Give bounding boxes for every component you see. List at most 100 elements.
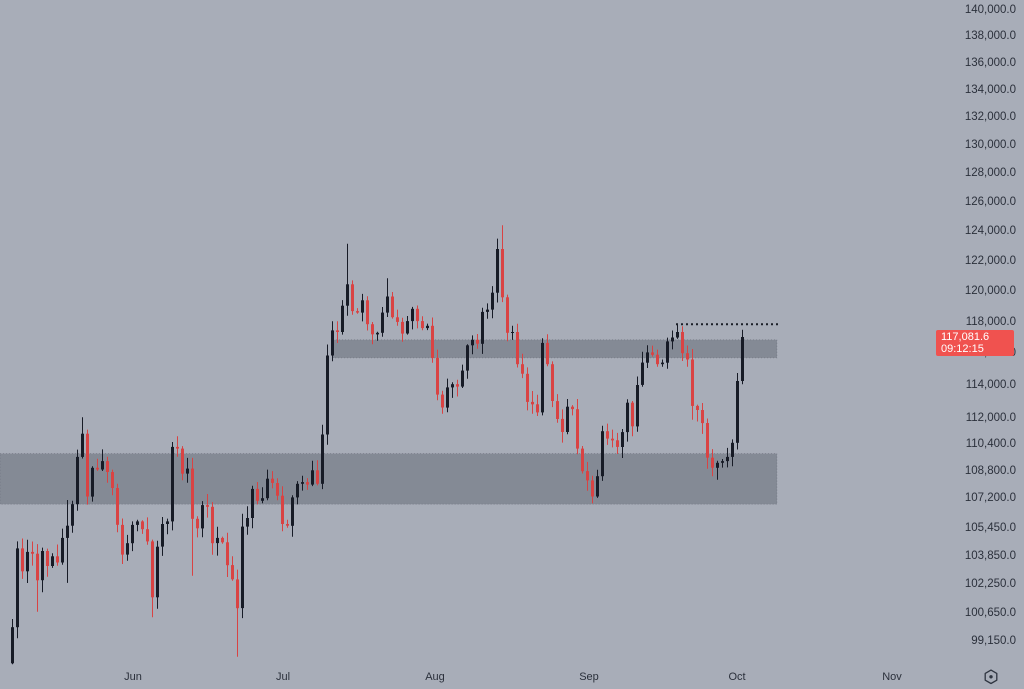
candle-up — [261, 498, 264, 501]
time-axis-label: Oct — [728, 671, 746, 683]
candle-up — [676, 332, 679, 338]
candle-down — [151, 541, 154, 598]
candle-up — [91, 467, 94, 497]
candle-up — [76, 456, 79, 505]
candle-down — [651, 352, 654, 355]
candle-up — [166, 521, 169, 524]
price-axis[interactable]: 140,000.0 138,000.0 136,000.0 134,000.0 132,… — [924, 0, 1024, 663]
candle-up — [671, 337, 674, 342]
candle-down — [371, 324, 374, 335]
price-axis-label: 99,150.0 — [971, 634, 1016, 647]
candle-down — [436, 357, 439, 395]
candle-up — [296, 483, 299, 498]
candle-up — [136, 521, 139, 525]
candle-up — [41, 551, 44, 581]
candle-down — [141, 521, 144, 530]
candle-up — [736, 381, 739, 443]
price-axis-label: 130,000.0 — [964, 139, 1016, 152]
candle-up — [541, 342, 544, 413]
candle-up — [636, 385, 639, 427]
candle-down — [476, 339, 479, 344]
candle-down — [456, 384, 459, 387]
candle-down — [116, 488, 119, 525]
candle-up — [171, 446, 174, 522]
candle-down — [531, 401, 534, 405]
candle-up — [71, 504, 74, 526]
candle-down — [396, 317, 399, 322]
candle-up — [566, 406, 569, 432]
candle-down — [561, 418, 564, 432]
candle-down — [256, 488, 259, 501]
candle-down — [211, 506, 214, 544]
candle-down — [111, 472, 114, 488]
candle-down — [351, 284, 354, 312]
time-axis-label: Jun — [124, 671, 142, 683]
candle-down — [696, 405, 699, 410]
candle-down — [46, 551, 49, 566]
price-axis-label: 114,000.0 — [965, 379, 1016, 392]
candle-up — [621, 432, 624, 447]
candle-down — [631, 402, 634, 427]
candle-down — [691, 359, 694, 406]
candle-up — [466, 345, 469, 371]
candle-up — [16, 548, 19, 628]
price-axis-label: 100,650.0 — [964, 607, 1016, 620]
candle-up — [361, 300, 364, 313]
candle-up — [721, 461, 724, 463]
candle-up — [461, 370, 464, 387]
time-axis-label: Sep — [579, 671, 599, 683]
supply-zone[interactable] — [332, 339, 778, 359]
candle-down — [196, 518, 199, 529]
candle-up — [511, 332, 514, 333]
candle-down — [606, 431, 609, 439]
candle-up — [731, 442, 734, 457]
candle-up — [726, 456, 729, 462]
time-axis-label: Aug — [425, 671, 445, 683]
candle-down — [226, 542, 229, 566]
price-axis-label: 120,000.0 — [964, 285, 1016, 298]
candle-up — [646, 352, 649, 363]
candle-up — [491, 292, 494, 310]
candle-down — [281, 495, 284, 524]
candle-up — [716, 462, 719, 468]
candle-down — [36, 553, 39, 581]
candle-up — [661, 362, 664, 365]
candle-up — [246, 518, 249, 527]
price-axis-label: 140,000.0 — [964, 3, 1016, 16]
candle-up — [601, 431, 604, 477]
candle-down — [656, 354, 659, 365]
candle-down — [706, 423, 709, 458]
candle-up — [376, 332, 379, 335]
candle-up — [156, 546, 159, 598]
candle-up — [301, 482, 304, 484]
candle-up — [626, 402, 629, 433]
candle-up — [486, 309, 489, 312]
demand-zone[interactable] — [0, 453, 778, 505]
candle-up — [216, 537, 219, 544]
last-price-value: 117,081.6 — [941, 330, 990, 343]
candle-up — [741, 337, 744, 381]
candle-up — [291, 497, 294, 526]
candle-down — [231, 565, 234, 580]
candle-up — [61, 537, 64, 563]
price-axis-label: 118,000.0 — [965, 316, 1016, 329]
candle-down — [576, 409, 579, 449]
candle-up — [381, 312, 384, 333]
candle-up — [346, 284, 349, 306]
time-axis[interactable]: Jun Jul Aug Sep Oct Nov — [0, 663, 1024, 689]
candle-down — [176, 446, 179, 449]
candle-down — [546, 342, 549, 365]
candle-down — [391, 296, 394, 318]
candle-up — [311, 470, 314, 485]
candle-down — [56, 556, 59, 563]
price-scale-settings-gear-icon[interactable] — [982, 668, 1000, 686]
candle-up — [266, 478, 269, 499]
candle-down — [306, 482, 309, 485]
candle-down — [441, 394, 444, 408]
candle-down — [316, 470, 319, 484]
candle-down — [506, 297, 509, 333]
candle-down — [416, 308, 419, 322]
candle-up — [481, 311, 484, 344]
candle-down — [96, 467, 99, 470]
